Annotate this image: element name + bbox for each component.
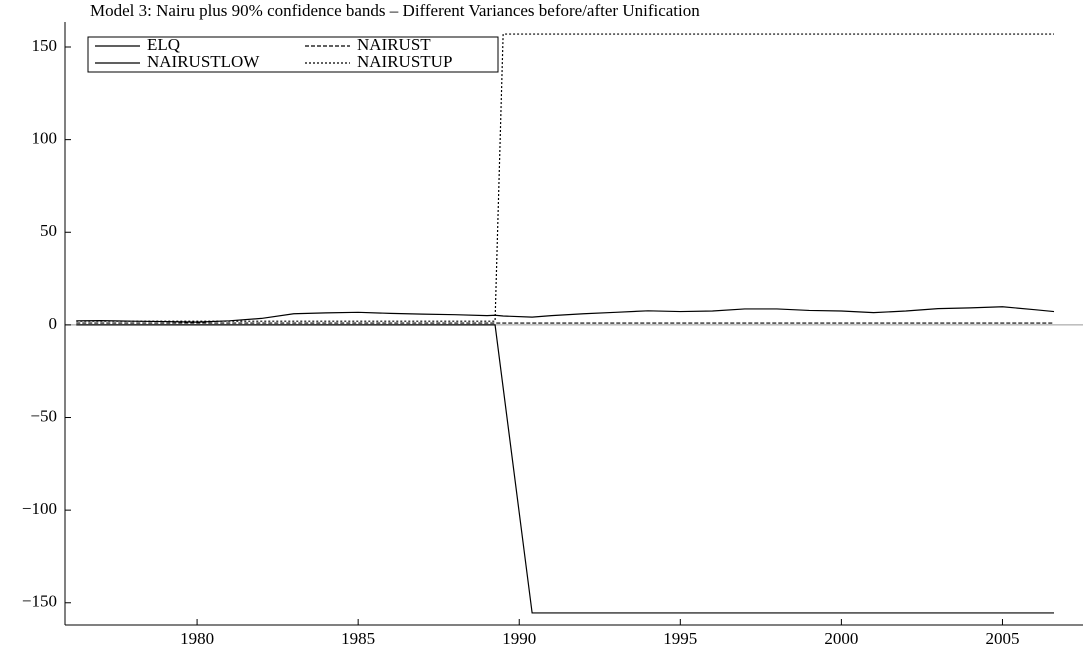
y-tick-label: 100: [32, 129, 58, 148]
y-tick-label: 50: [40, 221, 57, 240]
x-tick-label: 1980: [180, 629, 214, 648]
legend-label: NAIRUSTLOW: [147, 52, 260, 71]
x-tick-label: 1990: [502, 629, 536, 648]
x-tick-label: 1985: [341, 629, 375, 648]
y-tick-label: 150: [32, 36, 58, 55]
series-line: [76, 306, 1055, 323]
legend-label: NAIRUSTUP: [357, 52, 452, 71]
legend-label: ELQ: [147, 35, 180, 54]
x-tick-label: 1995: [663, 629, 697, 648]
x-tick-label: 2000: [824, 629, 858, 648]
series-line: [76, 324, 1055, 614]
chart-title: Model 3: Nairu plus 90% confidence bands…: [90, 1, 700, 20]
y-tick-label: −150: [22, 592, 57, 611]
legend-label: NAIRUST: [357, 35, 431, 54]
series-line: [76, 33, 1055, 322]
x-tick-label: 2005: [985, 629, 1019, 648]
y-tick-label: −50: [30, 406, 57, 425]
y-tick-label: 0: [49, 314, 58, 333]
legend-box: [87, 36, 499, 73]
y-tick-label: −100: [22, 499, 57, 518]
